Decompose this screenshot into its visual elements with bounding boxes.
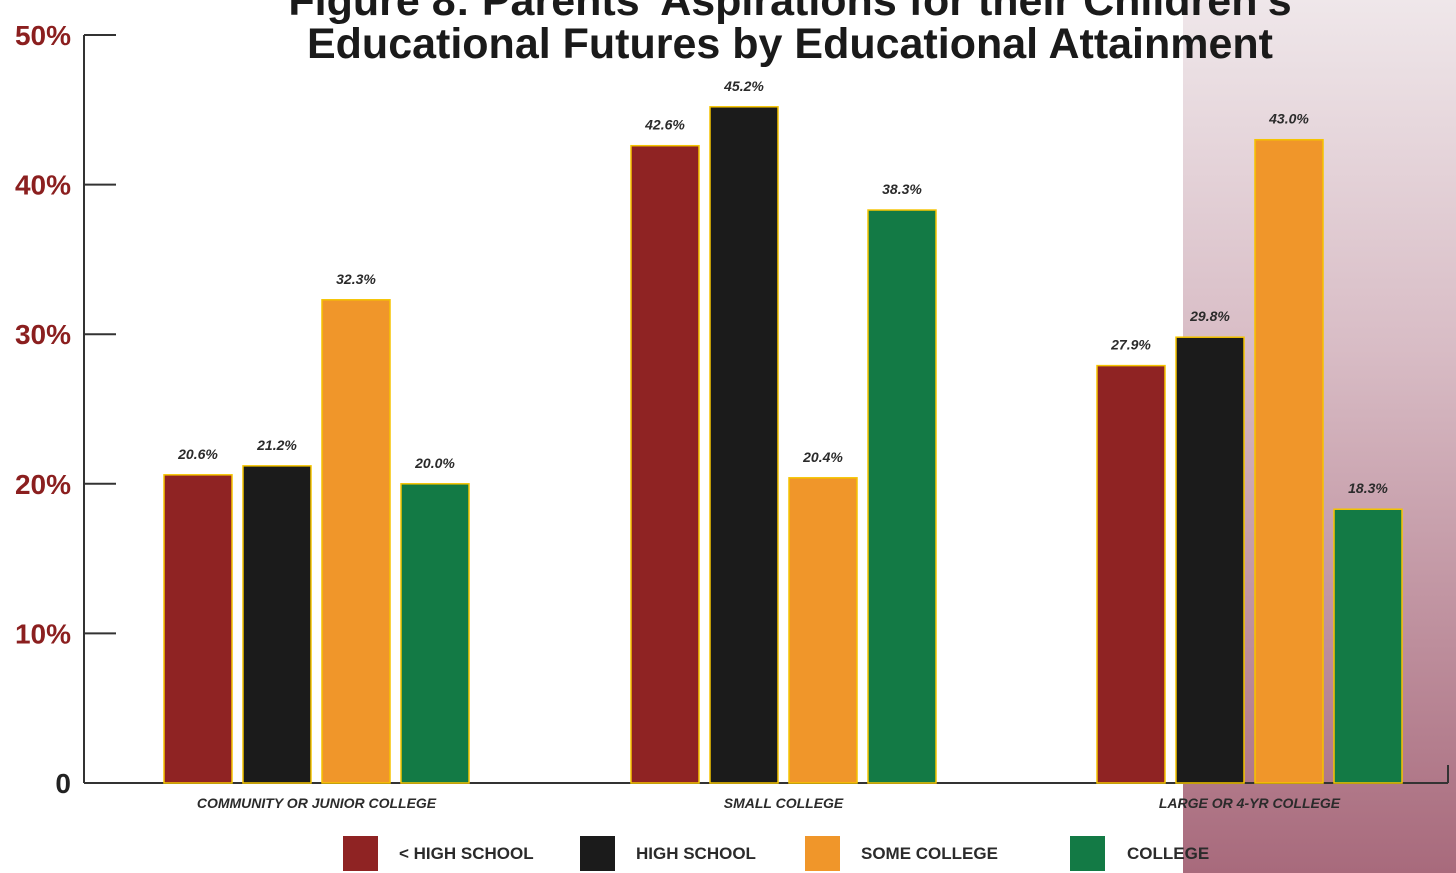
legend-label: < HIGH SCHOOL: [399, 844, 534, 863]
category-label: LARGE OR 4-YR COLLEGE: [1159, 795, 1341, 811]
bar-2-3: [1175, 336, 1245, 784]
legend-swatch: [805, 836, 840, 871]
legend-swatch: [580, 836, 615, 871]
legend-swatch: [343, 836, 378, 871]
y-tick-label: 10%: [15, 618, 71, 649]
y-tick-label: 40%: [15, 170, 71, 201]
data-label: 45.2%: [723, 78, 764, 94]
data-label: 20.6%: [177, 446, 218, 462]
category-label: COMMUNITY OR JUNIOR COLLEGE: [197, 795, 437, 811]
bar-1-1: [163, 474, 233, 784]
bar-4-3: [1333, 508, 1403, 784]
data-label: 27.9%: [1110, 337, 1151, 353]
bar-3-2: [788, 477, 858, 784]
data-label: 29.8%: [1189, 308, 1230, 324]
category-label: SMALL COLLEGE: [724, 795, 844, 811]
bar-3-1: [321, 299, 391, 784]
bar-4-2: [867, 209, 937, 784]
y-tick-label: 50%: [15, 20, 71, 51]
legend-label: SOME COLLEGE: [861, 844, 998, 863]
data-label: 32.3%: [336, 271, 376, 287]
y-tick-label: 20%: [15, 469, 71, 500]
bar-1-3: [1096, 364, 1166, 784]
y-tick-label: 0: [55, 768, 71, 799]
data-label: 18.3%: [1348, 480, 1388, 496]
data-label: 42.6%: [644, 117, 685, 133]
data-label: 21.2%: [256, 437, 297, 453]
bar-4-1: [400, 483, 470, 784]
data-label: 20.4%: [802, 449, 843, 465]
y-tick-label: 30%: [15, 319, 71, 350]
bar-3-3: [1254, 138, 1324, 784]
chart-title-line: Figure 8: Parents' Aspirations for their…: [288, 0, 1291, 25]
legend-label: HIGH SCHOOL: [636, 844, 756, 863]
legend-swatch: [1070, 836, 1105, 871]
data-label: 20.0%: [414, 455, 455, 471]
legend-label: COLLEGE: [1127, 844, 1209, 863]
bar-1-2: [630, 144, 700, 784]
data-label: 38.3%: [882, 181, 922, 197]
bar-2-1: [242, 465, 312, 784]
bar-2-2: [709, 106, 779, 784]
chart-title-line: Educational Futures by Educational Attai…: [307, 20, 1273, 68]
data-label: 43.0%: [1268, 111, 1309, 127]
